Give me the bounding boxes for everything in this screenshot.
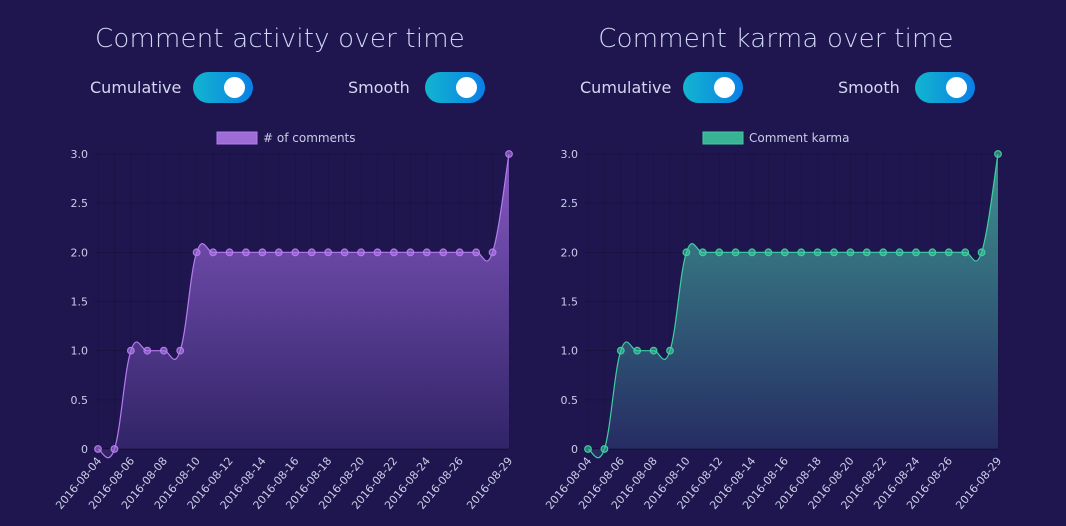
- y-tick-label: 2.5: [71, 197, 89, 210]
- y-tick-label: 0.5: [71, 394, 89, 407]
- legend-swatch: [702, 131, 744, 145]
- toggle-knob: [224, 77, 245, 98]
- activity-chart-title: Comment activity over time: [95, 24, 465, 54]
- activity-smooth-toggle[interactable]: [425, 72, 485, 103]
- data-point[interactable]: [961, 248, 970, 257]
- data-point[interactable]: [324, 248, 333, 257]
- legend-label: Comment karma: [749, 131, 849, 145]
- karma-smooth-toggle[interactable]: [915, 72, 975, 103]
- x-tick-label: 2016-08-29: [464, 455, 515, 512]
- activity-cumulative-label: Cumulative: [90, 78, 182, 97]
- data-point[interactable]: [390, 248, 398, 257]
- data-point[interactable]: [764, 248, 773, 257]
- data-point[interactable]: [584, 445, 592, 453]
- activity-area-fill: [98, 154, 509, 458]
- data-point[interactable]: [192, 248, 201, 257]
- data-point[interactable]: [472, 248, 481, 257]
- activity-smooth-label: Smooth: [348, 78, 410, 97]
- data-point[interactable]: [731, 248, 740, 257]
- legend-label: # of comments: [263, 131, 356, 145]
- legend-swatch: [216, 131, 258, 145]
- data-point[interactable]: [488, 248, 497, 257]
- x-tick-label: 2016-08-29: [953, 455, 1004, 512]
- data-point[interactable]: [110, 445, 119, 453]
- karma-cumulative-label: Cumulative: [580, 78, 672, 97]
- data-point[interactable]: [748, 248, 756, 257]
- data-point[interactable]: [307, 248, 316, 257]
- data-point[interactable]: [357, 248, 365, 257]
- activity-cumulative-toggle[interactable]: [193, 72, 253, 103]
- karma-chart: 00.51.01.52.02.53.02016-08-042016-08-062…: [543, 131, 1004, 512]
- data-point[interactable]: [830, 248, 838, 257]
- data-point[interactable]: [176, 346, 185, 355]
- data-point[interactable]: [340, 248, 349, 257]
- data-point[interactable]: [159, 346, 168, 355]
- data-point[interactable]: [439, 248, 448, 257]
- karma-cumulative-toggle[interactable]: [683, 72, 743, 103]
- data-point[interactable]: [505, 150, 513, 158]
- y-tick-label: 2.0: [561, 246, 579, 259]
- y-tick-label: 1.5: [561, 296, 579, 309]
- activity-legend[interactable]: # of comments: [216, 131, 356, 145]
- toggle-knob: [456, 77, 477, 98]
- data-point[interactable]: [242, 248, 250, 257]
- data-point[interactable]: [944, 248, 953, 257]
- y-tick-label: 3.0: [561, 148, 579, 161]
- data-point[interactable]: [780, 248, 789, 257]
- karma-toggle-row: Cumulative Smooth: [490, 72, 1023, 104]
- y-tick-label: 3.0: [71, 148, 89, 161]
- data-point[interactable]: [455, 248, 464, 257]
- data-point[interactable]: [895, 248, 904, 257]
- data-point[interactable]: [94, 445, 102, 453]
- data-point[interactable]: [682, 248, 691, 257]
- data-point[interactable]: [274, 248, 283, 257]
- data-point[interactable]: [846, 248, 855, 257]
- data-point[interactable]: [715, 248, 724, 257]
- data-point[interactable]: [143, 346, 152, 355]
- data-point[interactable]: [912, 248, 920, 257]
- data-point[interactable]: [633, 346, 642, 355]
- karma-panel: Comment karma over time Cumulative Smoot…: [490, 0, 1023, 526]
- toggle-knob: [946, 77, 967, 98]
- activity-panel: Comment activity over time Cumulative Sm…: [0, 24, 533, 104]
- activity-toggle-row: Cumulative Smooth: [0, 72, 533, 104]
- data-point[interactable]: [649, 346, 658, 355]
- y-tick-label: 2.0: [71, 246, 89, 259]
- data-point[interactable]: [600, 445, 609, 453]
- y-tick-label: 0.5: [561, 394, 579, 407]
- data-point[interactable]: [422, 248, 431, 257]
- data-point[interactable]: [126, 346, 135, 355]
- toggle-knob: [714, 77, 735, 98]
- data-point[interactable]: [977, 248, 986, 257]
- data-point[interactable]: [813, 248, 822, 257]
- data-point[interactable]: [373, 248, 382, 257]
- y-tick-label: 2.5: [561, 197, 579, 210]
- y-tick-label: 1.5: [71, 296, 89, 309]
- y-tick-label: 1.0: [561, 345, 579, 358]
- y-tick-label: 0: [571, 443, 578, 456]
- data-point[interactable]: [209, 248, 217, 257]
- data-point[interactable]: [797, 248, 806, 257]
- data-point[interactable]: [879, 248, 888, 257]
- data-point[interactable]: [862, 248, 871, 257]
- karma-area-fill: [588, 154, 998, 458]
- karma-smooth-label: Smooth: [838, 78, 900, 97]
- data-point[interactable]: [616, 346, 625, 355]
- activity-chart: 00.51.01.52.02.53.02016-08-042016-08-062…: [53, 131, 515, 512]
- karma-chart-title: Comment karma over time: [598, 24, 954, 54]
- karma-legend[interactable]: Comment karma: [702, 131, 849, 145]
- y-tick-label: 0: [81, 443, 88, 456]
- data-point[interactable]: [258, 248, 267, 257]
- data-point[interactable]: [291, 248, 300, 257]
- data-point[interactable]: [994, 150, 1002, 158]
- y-tick-label: 1.0: [71, 345, 89, 358]
- data-point[interactable]: [928, 248, 937, 257]
- data-point[interactable]: [666, 346, 674, 355]
- data-point[interactable]: [698, 248, 707, 257]
- data-point[interactable]: [225, 248, 234, 257]
- data-point[interactable]: [406, 248, 415, 257]
